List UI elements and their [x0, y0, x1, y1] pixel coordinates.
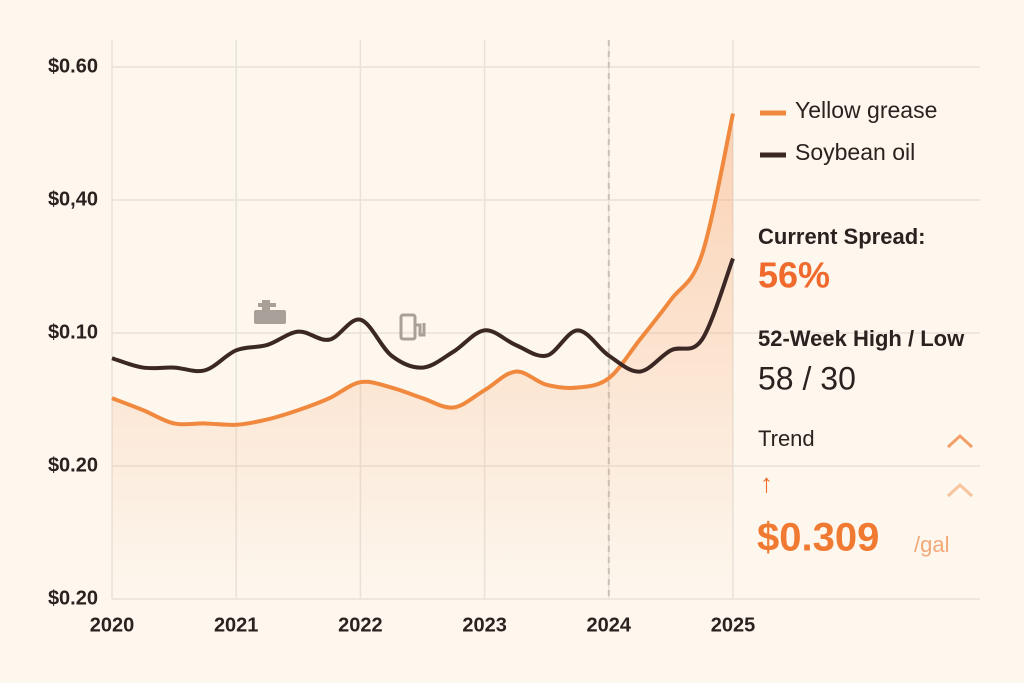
x-tick-label: 2022 [338, 614, 383, 636]
fuel-icon [399, 313, 426, 341]
chevron [946, 482, 974, 498]
spread-label: Current Spread: [758, 224, 925, 249]
x-tick-label: 2023 [462, 614, 507, 636]
x-tick-label: 2025 [711, 614, 756, 636]
y-tick-label: $0.10 [48, 321, 98, 343]
legend-label: Soybean oil [795, 139, 915, 165]
area [112, 113, 733, 600]
x-tick-label: 2024 [587, 614, 632, 636]
price: $0.309 [757, 516, 879, 560]
factory-icon [254, 300, 286, 324]
range-value: 58 / 30 [758, 360, 856, 396]
legend-label: Yellow grease [795, 97, 937, 123]
trend-icon: ↑ [760, 468, 773, 498]
price-unit: /gal [914, 532, 949, 557]
y-tick-label: $0.20 [48, 454, 98, 476]
range-label: 52-Week High / Low [758, 326, 965, 351]
spread-value: 56% [758, 255, 830, 296]
trend-label: Trend [758, 426, 815, 451]
y-tick-label: $0.60 [48, 55, 98, 77]
y-tick-label: $0,40 [48, 188, 98, 210]
line [111, 257, 735, 374]
x-tick-label: 2021 [214, 614, 259, 636]
line [111, 113, 735, 427]
chevron [946, 433, 974, 449]
y-tick-label: $0.20 [48, 587, 98, 609]
x-tick-label: 2020 [90, 614, 135, 636]
